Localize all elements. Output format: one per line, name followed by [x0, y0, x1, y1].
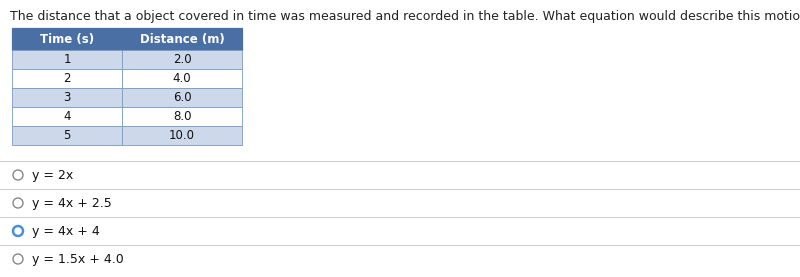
Bar [12, 69, 122, 88]
Bar [122, 28, 242, 50]
Text: y = 2x: y = 2x [32, 168, 74, 181]
Text: The distance that a object covered in time was measured and recorded in the tabl: The distance that a object covered in ti… [10, 10, 800, 23]
Text: y = 4x + 4: y = 4x + 4 [32, 224, 100, 237]
Bar [12, 50, 122, 69]
Text: y = 1.5x + 4.0: y = 1.5x + 4.0 [32, 253, 124, 265]
Text: 1: 1 [63, 53, 70, 66]
Bar [122, 88, 242, 107]
Bar [12, 126, 122, 145]
Bar [122, 50, 242, 69]
Text: 2: 2 [63, 72, 70, 85]
Text: Time (s): Time (s) [40, 32, 94, 45]
Text: 2.0: 2.0 [173, 53, 191, 66]
Text: 6.0: 6.0 [173, 91, 191, 104]
Text: Distance (m): Distance (m) [140, 32, 224, 45]
Bar [12, 28, 122, 50]
Text: 5: 5 [63, 129, 70, 142]
Bar [122, 126, 242, 145]
Text: 3: 3 [63, 91, 70, 104]
Bar [122, 69, 242, 88]
Text: 4: 4 [63, 110, 70, 123]
Bar [12, 88, 122, 107]
Bar [122, 107, 242, 126]
Text: 4.0: 4.0 [173, 72, 191, 85]
Text: 8.0: 8.0 [173, 110, 191, 123]
Bar [12, 107, 122, 126]
Text: 10.0: 10.0 [169, 129, 195, 142]
Text: y = 4x + 2.5: y = 4x + 2.5 [32, 196, 112, 209]
